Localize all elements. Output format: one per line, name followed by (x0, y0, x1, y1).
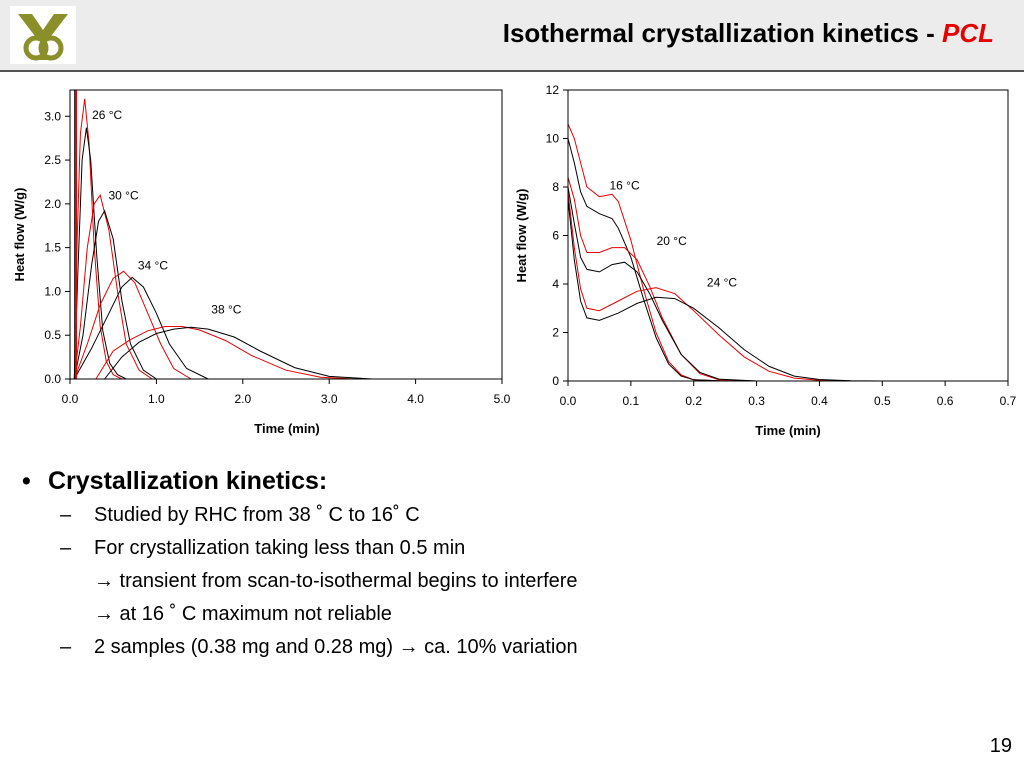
series-line (567, 138, 726, 382)
x-axis-label: Time (min) (755, 423, 821, 438)
slide-title: Isothermal crystallization kinetics - PC… (503, 18, 994, 49)
plot-area-frame (567, 89, 1009, 382)
x-tick-label: 0.2 (685, 394, 702, 408)
sub-bullet: – Studied by RHC from 38 ˚ C to 16˚ C (22, 499, 922, 532)
sub-bullet: – For crystallization taking less than 0… (22, 532, 922, 565)
x-tick-label: 4.0 (407, 392, 424, 406)
y-tick-label: 2 (552, 326, 559, 340)
header-divider (0, 70, 1024, 72)
slide-title-main: Isothermal crystallization kinetics - (502, 18, 942, 48)
sub-bullet-text: → at 16 ˚ C maximum not reliable (94, 603, 392, 625)
series-line (73, 193, 153, 380)
y-tick-label: 3.0 (44, 109, 61, 123)
y-tick-label: 1.5 (44, 241, 61, 255)
temperature-annotation: 16 °C (609, 178, 639, 192)
chart-left: 0.0 0.5 1.0 1.5 2.0 2.5 3.0 0.0 1.0 2.0 3.0 4.0 5.0 T… (0, 74, 512, 449)
y-tick-label: 6 (552, 229, 559, 243)
x-tick-label: 5.0 (494, 392, 511, 406)
chart-right: 0 2 4 6 8 10 12 0.0 0.1 0.2 0.3 0.4 0.5 0.6 0.7 Time (m… (508, 74, 1024, 449)
bullet-main-text: Crystallization kinetics: (48, 467, 328, 495)
sub-bullet-dash: – (60, 537, 72, 559)
y-tick-label: 2.5 (44, 153, 61, 167)
x-tick-label: 0.1 (623, 394, 640, 408)
x-axis-label: Time (min) (254, 421, 320, 436)
series-line (73, 270, 192, 380)
x-tick-label: 0.0 (62, 392, 79, 406)
y-tick-label: 0.0 (44, 372, 61, 386)
sub-bullet-continuation: → at 16 ˚ C maximum not reliable (22, 598, 922, 631)
bullet-dot: • (22, 467, 31, 495)
plot-area-frame (69, 89, 503, 380)
x-tick-label: 0.6 (937, 394, 954, 408)
sub-bullet-text: 2 samples (0.38 mg and 0.28 mg) → ca. 10… (94, 636, 578, 658)
y-tick-label: 8 (552, 180, 559, 194)
page-number: 19 (989, 735, 1012, 757)
y-tick-label: 4 (552, 277, 559, 291)
x-tick-label: 2.0 (234, 392, 251, 406)
temperature-annotation: 20 °C (657, 234, 687, 248)
series-line (73, 276, 209, 380)
y-tick-label: 2.0 (44, 197, 61, 211)
y-tick-label: 0 (552, 374, 559, 388)
header-bar (0, 0, 1024, 70)
sub-bullet-text: → transient from scan-to-isothermal begi… (94, 570, 578, 592)
series-line (567, 177, 757, 382)
x-tick-label: 0.0 (560, 394, 577, 408)
series-line (73, 209, 157, 380)
x-tick-label: 1.0 (148, 392, 165, 406)
series-line (567, 191, 851, 382)
y-tick-label: 12 (546, 83, 560, 97)
sub-bullet-dash: – (60, 504, 72, 526)
sub-bullet-continuation: → transient from scan-to-isothermal begi… (22, 565, 922, 598)
y-tick-label: 1.0 (44, 284, 61, 298)
temperature-annotation: 24 °C (707, 275, 737, 289)
x-tick-label: 3.0 (321, 392, 338, 406)
temperature-annotation: 38 °C (211, 302, 241, 316)
sub-bullet-text: For crystallization taking less than 0.5… (94, 537, 466, 559)
series-line (104, 326, 373, 380)
series-line (95, 326, 356, 380)
y-tick-label: 0.5 (44, 328, 61, 342)
sub-bullet: – 2 samples (0.38 mg and 0.28 mg) → ca. … (22, 631, 922, 664)
chart-left-svg: 0.0 0.5 1.0 1.5 2.0 2.5 3.0 0.0 1.0 2.0 3.0 4.0 5.0 T… (12, 89, 511, 436)
sub-bullet-dash: – (60, 636, 72, 658)
x-tick-label: 0.4 (811, 394, 828, 408)
x-tick-label: 0.3 (748, 394, 765, 408)
university-logo-icon (10, 6, 76, 64)
bullet-list: • Crystallization kinetics: – Studied by… (22, 463, 922, 664)
temperature-annotation: 34 °C (138, 259, 168, 273)
temperature-annotation: 26 °C (92, 108, 122, 122)
series-line (73, 98, 123, 380)
y-axis-label: Heat flow (W/g) (12, 188, 27, 282)
temperature-annotation: 30 °C (108, 188, 138, 202)
series-line (567, 123, 726, 382)
chart-right-svg: 0 2 4 6 8 10 12 0.0 0.1 0.2 0.3 0.4 0.5 0.6 0.7 Time (m… (514, 83, 1017, 438)
x-tick-label: 0.7 (1000, 394, 1017, 408)
slide-title-accent: PCL (942, 18, 994, 48)
series-line (567, 199, 883, 382)
x-tick-label: 0.5 (874, 394, 891, 408)
bullet-main: • Crystallization kinetics: (22, 463, 922, 499)
y-axis-label: Heat flow (W/g) (514, 189, 529, 283)
sub-bullet-text: Studied by RHC from 38 ˚ C to 16˚ C (94, 504, 420, 526)
series-line (567, 186, 757, 382)
y-tick-label: 10 (546, 132, 560, 146)
